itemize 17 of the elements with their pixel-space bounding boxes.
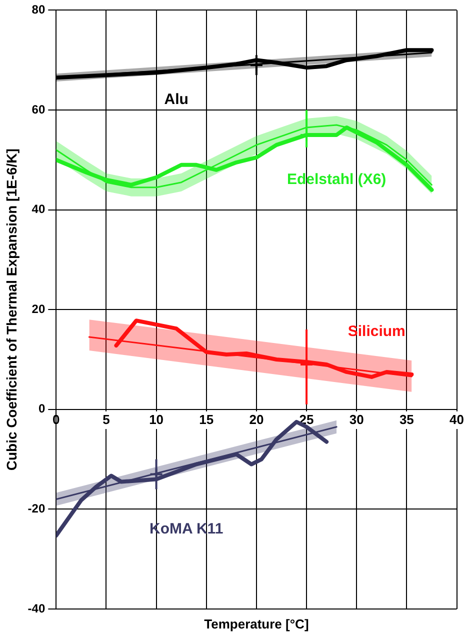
y-tick-label: 0 <box>38 402 46 416</box>
x-tick-label: 10 <box>149 412 164 427</box>
y-tick-label: 60 <box>32 102 46 116</box>
series-label: Alu <box>164 91 188 108</box>
x-tick-label: 20 <box>249 412 264 427</box>
y-tick-label: 40 <box>32 202 46 216</box>
x-axis-title: Temperature [°C] <box>204 616 309 632</box>
y-tick-label: -40 <box>28 601 46 616</box>
x-tick-label: 35 <box>399 412 414 427</box>
x-tick-label: 15 <box>199 412 214 427</box>
x-tick-label: 40 <box>450 412 464 427</box>
x-tick-label: 30 <box>349 412 364 427</box>
y-tick-label: -20 <box>28 502 46 516</box>
y-axis-title: Cubic Coefficient of Thermal Expansion [1E-6/K] <box>3 148 20 471</box>
x-tick-label: 5 <box>102 412 110 427</box>
y-tick-label: 80 <box>32 2 46 17</box>
y-tick-label: 20 <box>32 302 46 316</box>
